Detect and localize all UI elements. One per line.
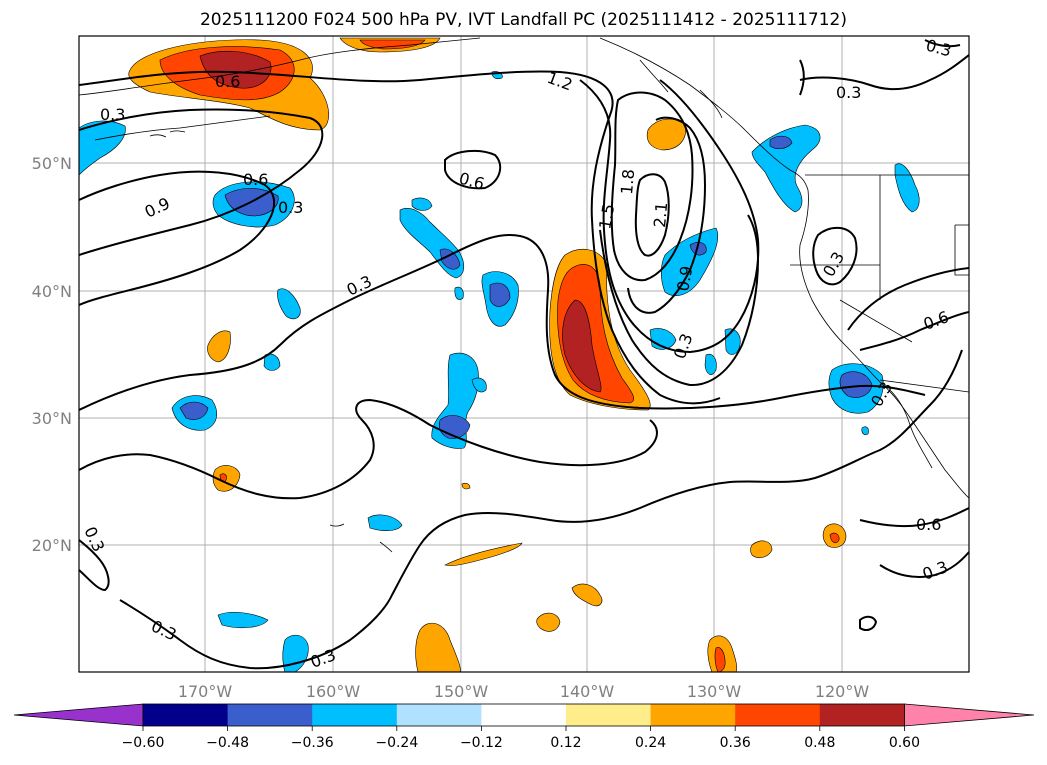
colorbar-segment: [819, 704, 905, 726]
contour-label: 1.8: [617, 168, 638, 195]
colorbar-tick-label: −0.12: [460, 735, 503, 751]
colorbar-tick-label: −0.60: [122, 735, 165, 751]
colorbar-segment: [143, 704, 229, 726]
lon-label: 130°W: [687, 682, 742, 701]
contour-label: 0.9: [673, 264, 696, 292]
colorbar-segment: [481, 704, 567, 726]
lon-label: 170°W: [178, 682, 233, 701]
lon-label: 120°W: [815, 682, 870, 701]
colorbar-tick-label: −0.36: [291, 735, 334, 751]
colorbar-outline: [142, 703, 905, 727]
contour-label: 0.6: [916, 515, 941, 534]
colorbar-segment: [650, 704, 736, 726]
colorbar-tick-label: −0.48: [206, 735, 249, 751]
contour-label: 0.6: [215, 72, 240, 91]
coastlines: [79, 37, 969, 553]
colorbar-tick-label: 0.48: [804, 735, 835, 751]
contour-label: 0.6: [243, 170, 268, 189]
colorbar-segment: [227, 704, 313, 726]
contour-label: 1.5: [595, 202, 618, 230]
colorbar-tick-label: 0.36: [720, 735, 751, 751]
colorbar: −0.60 −0.48 −0.36 −0.24 −0.12 0.12 0.24 0.36 0.4…: [13, 703, 1035, 751]
lon-label: 160°W: [306, 682, 361, 701]
colorbar-segment: [735, 704, 821, 726]
colorbar-tick-label: 0.60: [889, 735, 920, 751]
contour-label: 0.3: [836, 83, 861, 102]
colorbar-tick-label: −0.24: [375, 735, 418, 751]
lat-label: 50°N: [32, 154, 72, 173]
longitude-labels: 170°W 160°W 150°W 140°W 130°W 120°W: [178, 682, 870, 701]
lat-label: 40°N: [32, 282, 72, 301]
latitude-labels: 50°N 40°N 30°N 20°N: [32, 154, 72, 555]
colorbar-extend-max: [904, 703, 1035, 727]
lon-label: 140°W: [560, 682, 615, 701]
positive-anomaly-fills: [128, 37, 847, 672]
lon-label: 150°W: [434, 682, 489, 701]
colorbar-segment: [396, 704, 482, 726]
contour-label: 2.1: [650, 201, 671, 228]
pv-contours: [79, 39, 969, 670]
map-title: 2025111200 F024 500 hPa PV, IVT Landfall…: [199, 10, 847, 30]
contour-label: 0.3: [278, 198, 303, 217]
contour-label: 0.3: [100, 105, 125, 124]
colorbar-extend-min: [13, 703, 144, 727]
lat-label: 20°N: [32, 536, 72, 555]
gridlines: [79, 36, 969, 672]
lat-label: 30°N: [32, 409, 72, 428]
plot-frame: [78, 35, 970, 673]
negative-anomaly-fills: [79, 71, 920, 672]
colorbar-tick-label: 0.12: [550, 735, 581, 751]
colorbar-segment: [566, 704, 652, 726]
colorbar-segment: [312, 704, 398, 726]
colorbar-tick-label: 0.24: [635, 735, 666, 751]
